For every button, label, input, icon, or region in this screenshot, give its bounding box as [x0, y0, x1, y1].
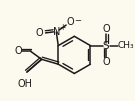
Text: N: N	[53, 27, 60, 37]
Text: OH: OH	[18, 79, 33, 89]
Text: −: −	[74, 16, 81, 25]
Text: O: O	[66, 17, 74, 27]
Text: O: O	[102, 57, 110, 67]
Text: CH₃: CH₃	[117, 41, 134, 50]
Text: S: S	[103, 41, 109, 51]
Text: O: O	[102, 24, 110, 34]
Text: O: O	[36, 28, 43, 38]
Text: +: +	[59, 23, 65, 32]
Text: O: O	[14, 46, 22, 56]
